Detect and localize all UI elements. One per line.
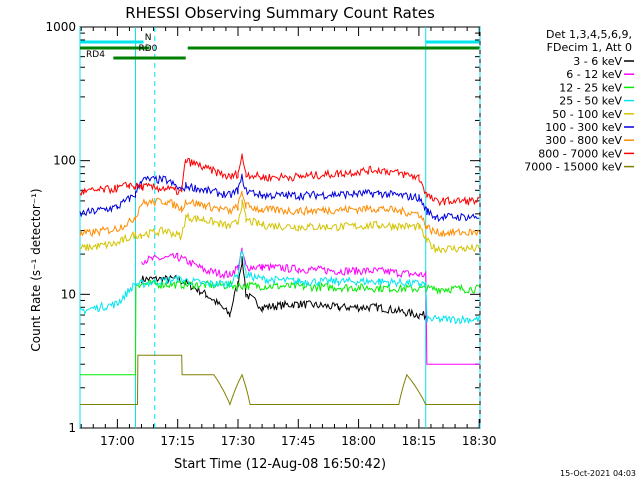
series-50-100-kev [79, 199, 480, 254]
legend-entry: 50 - 100 keV [552, 108, 622, 121]
y-tick-label: 1 [68, 421, 76, 435]
annotation-label-rd0: RD0 [138, 44, 157, 54]
series-line [79, 199, 480, 254]
x-tick-label: 17:30 [221, 434, 256, 448]
timestamp: 15-Oct-2021 04:03 [560, 469, 636, 478]
x-tick-label: 17:00 [100, 434, 135, 448]
series-line [80, 354, 480, 406]
y-tick-label: 10 [61, 287, 76, 301]
legend-entry: 300 - 800 keV [545, 134, 622, 147]
legend-entry: 25 - 50 keV [559, 95, 622, 108]
x-tick-label: 18:00 [341, 434, 376, 448]
series-7000-15000-kev [80, 354, 480, 406]
legend-header: FDecim 1, Att 0 [547, 41, 632, 54]
x-tick-label: 17:15 [160, 434, 195, 448]
legend-entry: 800 - 7000 keV [538, 147, 622, 160]
legend-entry: 7000 - 15000 keV [524, 161, 622, 174]
annotation-label-n: N [145, 33, 152, 43]
series-line [79, 173, 480, 223]
x-tick-label: 18:15 [402, 434, 437, 448]
chart-title: RHESSI Observing Summary Count Rates [125, 4, 435, 22]
series-line [79, 190, 480, 238]
plot-area: 1 10 100 1000 17:00 17:15 17:30 17:45 18:00 18:15… [45, 20, 496, 448]
annotation-label-rd4: RD4 [86, 50, 105, 60]
plot-frame [79, 26, 481, 429]
series-800-7000-kev [79, 153, 480, 207]
series-6-12-kev [141, 247, 480, 365]
x-tick-label: 17:45 [281, 434, 316, 448]
legend-header: Det 1,3,4,5,6,9, [546, 28, 632, 41]
series-line [79, 250, 480, 325]
series-300-800-kev [79, 190, 480, 238]
legend-entry: 6 - 12 keV [566, 68, 622, 81]
legend: Det 1,3,4,5,6,9,FDecim 1, Att 03 - 6 keV… [524, 28, 634, 174]
series-line [141, 247, 480, 365]
series-25-50-kev [79, 250, 480, 325]
legend-entry: 12 - 25 keV [559, 81, 622, 94]
series-12-25-kev [80, 279, 480, 376]
legend-entry: 100 - 300 keV [545, 121, 622, 134]
series-line [79, 153, 480, 207]
x-axis-label: Start Time (12-Aug-08 16:50:42) [174, 457, 386, 472]
legend-entry: 3 - 6 keV [573, 55, 622, 68]
x-tick-label: 18:30 [462, 434, 497, 448]
series-100-300-kev [79, 173, 480, 223]
y-tick-label: 1000 [45, 20, 76, 34]
y-tick-label: 100 [53, 154, 76, 168]
y-axis-label: Count Rate (s⁻¹ detector⁻¹) [29, 188, 43, 351]
series-line [80, 279, 480, 376]
